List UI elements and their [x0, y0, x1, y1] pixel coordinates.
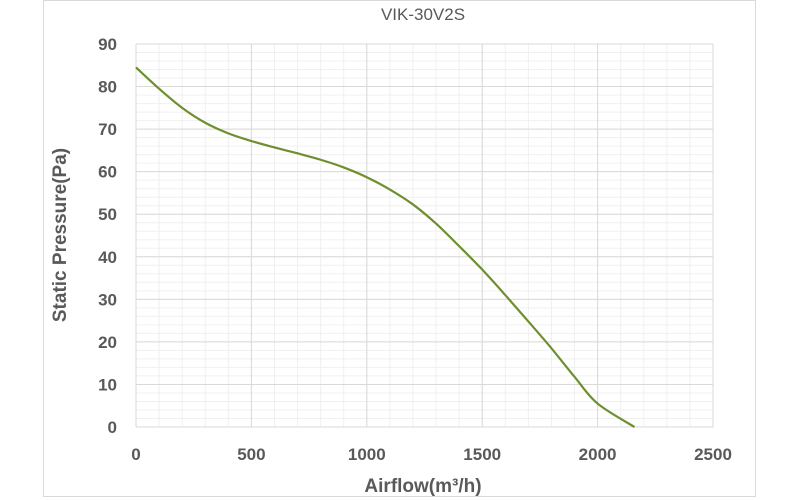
y-tick-label: 0 — [108, 418, 117, 437]
x-tick-labels: 0 500 1000 1500 2000 2500 — [131, 445, 732, 464]
y-tick-label: 40 — [98, 248, 117, 267]
x-axis-label: Airflow(m³/h) — [364, 476, 481, 497]
y-tick-label: 70 — [98, 120, 117, 139]
y-tick-label: 80 — [98, 78, 117, 97]
x-tick-label: 1500 — [463, 445, 501, 464]
series-line — [135, 66, 636, 428]
y-tick-label: 20 — [98, 333, 117, 352]
x-tick-label: 2000 — [579, 445, 617, 464]
x-tick-label: 2500 — [694, 445, 732, 464]
x-tick-label: 500 — [237, 445, 265, 464]
gridlines — [135, 43, 714, 428]
x-tick-label: 1000 — [348, 445, 386, 464]
y-tick-label: 90 — [98, 35, 117, 54]
y-tick-label: 50 — [98, 205, 117, 224]
chart-title: VIK-30V2S — [381, 5, 465, 24]
y-axis-label: Static Pressure(Pa) — [50, 148, 71, 322]
y-tick-labels: 0 10 20 30 40 50 60 70 80 90 — [98, 35, 117, 437]
y-tick-label: 60 — [98, 163, 117, 182]
x-tick-label: 0 — [131, 445, 140, 464]
y-tick-label: 10 — [98, 375, 117, 394]
y-tick-label: 30 — [98, 290, 117, 309]
